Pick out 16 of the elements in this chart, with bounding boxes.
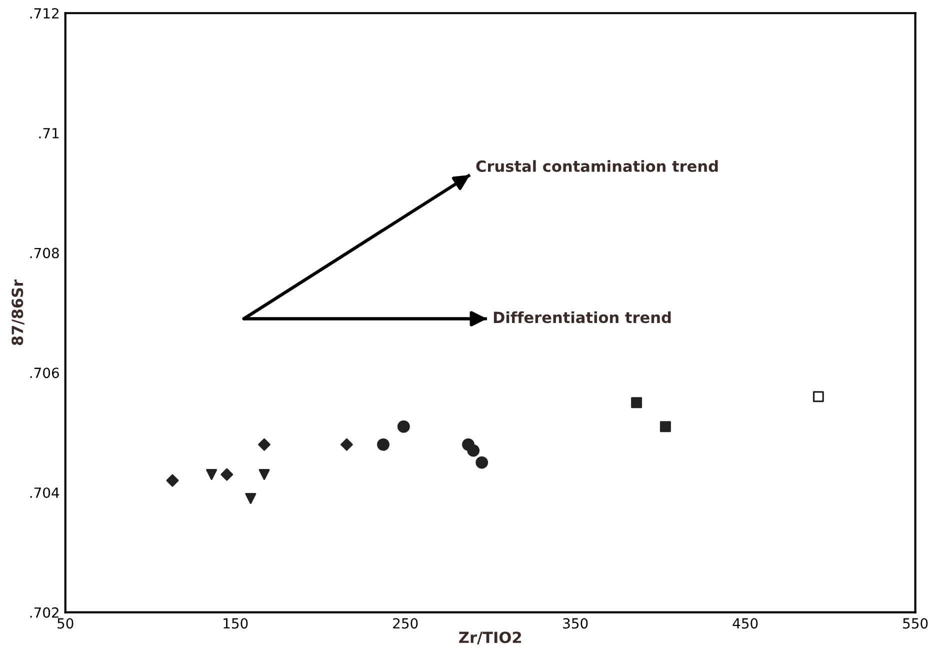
y-tick-label: .71 xyxy=(39,128,59,138)
x-tick-label: 450 xyxy=(732,618,758,629)
annotation: Differentiation trend xyxy=(494,311,671,324)
annotation: Crustal contamination trend xyxy=(476,160,718,172)
x-tick-label: 150 xyxy=(224,618,248,629)
y-tick-label: .702 xyxy=(30,607,58,618)
x-axis-title: Zr/TIO2 xyxy=(459,632,521,644)
y-tick-label: .706 xyxy=(30,368,59,378)
y-tick-label: .708 xyxy=(30,248,59,258)
x-tick-label: 550 xyxy=(903,618,928,629)
y-axis-title: 87/86Sr xyxy=(12,279,24,346)
y-tick-label: .704 xyxy=(30,487,60,498)
y-tick-label: .712 xyxy=(30,8,58,18)
x-tick-label: 50 xyxy=(58,618,74,629)
x-tick-label: 250 xyxy=(393,618,418,629)
x-tick-label: 350 xyxy=(563,618,588,629)
